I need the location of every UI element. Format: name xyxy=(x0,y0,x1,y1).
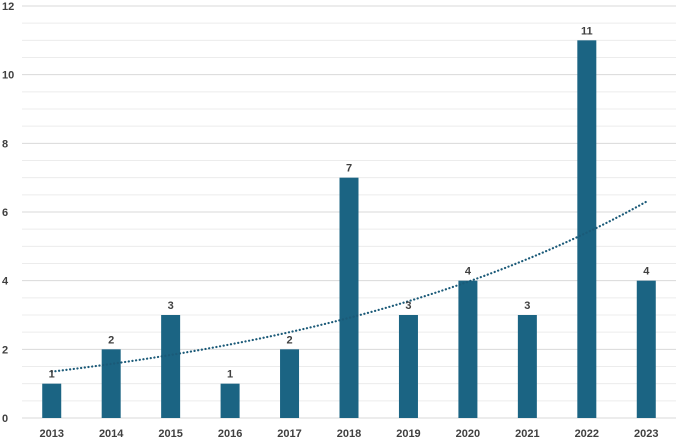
x-axis-tick-labels: 2013 2014 2015 2016 2017 2018 2019 2020 2021 2022… xyxy=(39,428,658,438)
x-tick-label: 2020 xyxy=(456,428,480,438)
trendline-group xyxy=(50,200,648,373)
bar-2016 xyxy=(220,383,240,418)
x-tick-label: 2013 xyxy=(39,428,63,438)
bar-2015 xyxy=(161,315,181,418)
y-axis-tick-labels: 0 2 4 6 8 10 12 xyxy=(2,1,14,425)
x-tick-label: 2017 xyxy=(277,428,301,438)
trendline xyxy=(50,200,648,373)
data-label-2018: 7 xyxy=(346,163,352,175)
x-tick-label: 2022 xyxy=(575,428,599,438)
x-tick-label: 2016 xyxy=(218,428,242,438)
bar-2019 xyxy=(398,315,418,418)
data-labels: 1 2 3 1 2 7 3 4 3 11 4 xyxy=(49,25,651,380)
data-label-2014: 2 xyxy=(108,334,114,346)
y-tick-label: 10 xyxy=(2,70,14,82)
x-tick-label: 2019 xyxy=(396,428,420,438)
data-label-2015: 3 xyxy=(168,300,174,312)
x-tick-label: 2023 xyxy=(634,428,658,438)
y-tick-label: 6 xyxy=(2,207,8,219)
x-tick-label: 2018 xyxy=(337,428,361,438)
y-tick-label: 4 xyxy=(2,276,9,288)
y-tick-label: 12 xyxy=(2,1,14,13)
data-label-2023: 4 xyxy=(643,266,650,278)
x-tick-label: 2021 xyxy=(515,428,539,438)
data-label-2020: 4 xyxy=(465,266,472,278)
data-label-2021: 3 xyxy=(524,300,530,312)
y-tick-label: 2 xyxy=(2,344,8,356)
bar-2017 xyxy=(280,349,300,418)
bars xyxy=(42,40,656,418)
data-label-2013: 1 xyxy=(49,369,55,381)
data-label-2022: 11 xyxy=(581,25,593,37)
bar-2018 xyxy=(339,177,359,418)
bar-2013 xyxy=(42,383,62,418)
y-tick-label: 0 xyxy=(2,413,8,425)
bar-2021 xyxy=(517,315,537,418)
y-tick-label: 8 xyxy=(2,138,8,150)
data-label-2016: 1 xyxy=(227,369,233,381)
x-tick-label: 2015 xyxy=(158,428,182,438)
bar-2014 xyxy=(101,349,121,418)
bar-2022 xyxy=(577,40,597,418)
bar-2023 xyxy=(636,280,656,418)
data-label-2017: 2 xyxy=(286,334,292,346)
bar-2020 xyxy=(458,280,478,418)
data-label-2019: 3 xyxy=(405,300,411,312)
x-tick-label: 2014 xyxy=(99,428,124,438)
